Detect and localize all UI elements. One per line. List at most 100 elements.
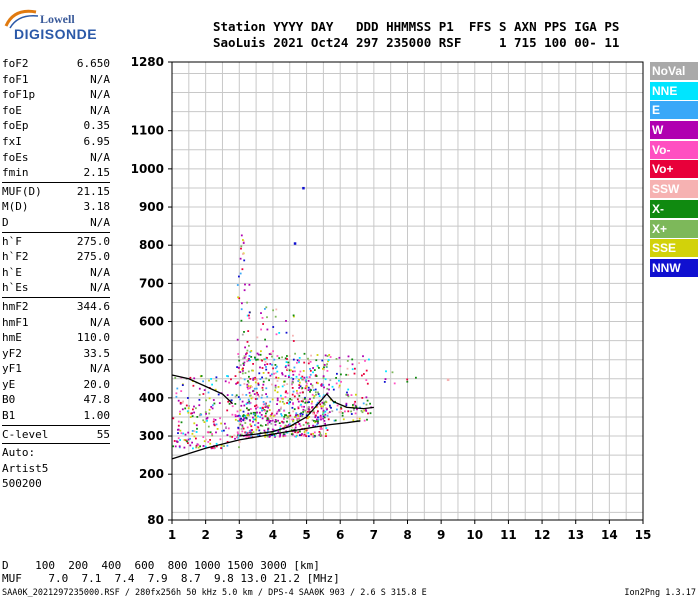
echo-point	[264, 435, 266, 438]
echo-point	[333, 419, 336, 422]
param-name: MUF(D)	[2, 184, 42, 198]
echo-point	[274, 389, 276, 392]
echo-point	[196, 427, 198, 430]
x-tick-label: 7	[370, 528, 378, 542]
echo-point	[316, 418, 318, 421]
echo-point	[258, 434, 261, 437]
x-tick-label: 12	[534, 528, 551, 542]
echo-point	[268, 436, 271, 438]
echo-point	[246, 401, 249, 404]
echo-point	[262, 323, 264, 325]
echo-point	[254, 356, 256, 359]
echo-point	[340, 411, 343, 413]
echo-point	[290, 369, 292, 372]
echo-point	[252, 411, 255, 414]
echo-point	[254, 414, 257, 417]
echo-point	[312, 435, 315, 438]
echo-point	[259, 358, 261, 361]
muf-label: MUF	[2, 572, 22, 585]
echo-point	[313, 369, 316, 371]
echo-point	[211, 404, 214, 407]
echo-point-outlier	[446, 378, 450, 382]
echo-point	[301, 387, 304, 389]
echo-point	[286, 358, 288, 360]
echo-point	[286, 420, 288, 423]
echo-point	[273, 372, 275, 375]
echo-point	[358, 362, 360, 364]
echo-point	[247, 370, 250, 373]
echo-point	[259, 366, 261, 369]
echo-point	[198, 398, 201, 401]
echo-point	[175, 395, 178, 398]
echo-point	[276, 403, 278, 405]
echo-point	[208, 408, 211, 411]
echo-point	[282, 421, 285, 424]
echo-point	[253, 393, 256, 395]
echo-point	[269, 420, 272, 422]
echo-point	[275, 420, 278, 423]
echo-point	[292, 314, 295, 317]
echo-point	[236, 431, 239, 434]
echo-point	[351, 363, 354, 366]
echo-point	[240, 319, 243, 322]
param-row: fxI 6.95	[2, 134, 110, 150]
echo-point	[267, 422, 269, 425]
echo-point	[177, 424, 180, 427]
echo-point	[250, 432, 253, 435]
echo-point	[364, 360, 366, 362]
echo-point	[360, 410, 363, 412]
echo-point	[298, 384, 301, 386]
echo-point	[269, 363, 272, 365]
echo-point	[215, 379, 218, 382]
echo-point	[326, 355, 329, 357]
echo-point	[231, 413, 234, 416]
echo-point	[298, 381, 301, 384]
echo-point	[275, 308, 278, 311]
echo-point	[315, 393, 317, 396]
echo-point	[296, 417, 299, 420]
echo-point	[186, 410, 189, 413]
echo-point	[252, 420, 254, 423]
echo-point	[272, 326, 275, 328]
echo-point	[281, 373, 284, 376]
echo-point	[288, 412, 291, 414]
echo-point	[297, 393, 300, 396]
distance-values: 100 200 400 600 800 1000 1500 3000 [km]	[35, 559, 320, 572]
echo-point	[239, 272, 242, 275]
echo-point	[243, 331, 245, 333]
param-row: yE 20.0	[2, 377, 110, 393]
echo-point	[267, 406, 270, 409]
echo-point	[336, 404, 339, 407]
echo-point	[278, 357, 281, 359]
echo-point	[363, 409, 366, 412]
echo-point	[209, 442, 212, 445]
echo-point	[307, 357, 309, 360]
echo-point	[173, 440, 176, 442]
echo-point	[303, 361, 306, 364]
echo-point	[288, 376, 290, 378]
echo-point	[255, 394, 258, 396]
echo-point	[279, 434, 281, 437]
echo-point	[292, 410, 295, 413]
echo-point	[266, 417, 269, 420]
echo-point	[273, 434, 276, 437]
echo-point	[246, 432, 249, 434]
param-row: h`F 275.0	[2, 234, 110, 250]
echo-point	[323, 420, 326, 422]
echo-point	[252, 390, 254, 393]
echo-point	[313, 436, 316, 438]
echo-point	[272, 367, 274, 370]
echo-point	[215, 423, 218, 426]
echo-point	[266, 395, 269, 398]
echo-point	[341, 412, 344, 414]
echo-point	[267, 405, 269, 407]
echo-point	[335, 382, 338, 385]
echo-point	[257, 426, 260, 429]
param-value: 110.0	[76, 331, 110, 345]
echo-point	[245, 352, 248, 355]
param-separator	[2, 424, 110, 426]
echo-point	[285, 365, 287, 367]
echo-point	[290, 429, 293, 432]
echo-point	[206, 419, 208, 422]
echo-point	[249, 359, 251, 362]
